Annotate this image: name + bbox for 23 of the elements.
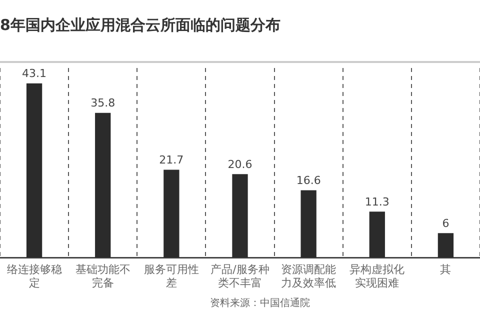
chart-title: 8年国内企业应用混合云所面临的问题分布: [0, 16, 280, 35]
data-label: 35.8: [90, 96, 116, 110]
text: 资料来源：中国信通院: [210, 296, 310, 310]
x-tick-label: 络连接够稳定: [6, 263, 62, 290]
bar: [300, 190, 316, 258]
data-label: 43.1: [22, 67, 47, 80]
x-tick-label: 基础功能不完备: [75, 263, 130, 290]
data-label: 20.6: [228, 158, 252, 171]
x-tick-label: 其: [440, 263, 452, 276]
x-tick-label: 产品/服务种类不丰富: [210, 263, 270, 290]
bar: [26, 83, 42, 258]
bar: [438, 233, 454, 258]
bar: [232, 174, 248, 258]
data-label: 16.6: [296, 174, 321, 187]
data-label: 11.3: [364, 195, 390, 208]
bar: [369, 212, 385, 258]
data-label: 6: [442, 216, 450, 230]
bar: [164, 170, 180, 258]
x-tick-label: 异构虚拟化实现困难: [350, 263, 405, 290]
x-tick-label: 服务可用性差: [144, 263, 199, 290]
data-label: 21.7: [159, 153, 184, 166]
x-tick-label: 资源调配能力及效率低: [281, 263, 336, 290]
bar: [95, 112, 111, 258]
